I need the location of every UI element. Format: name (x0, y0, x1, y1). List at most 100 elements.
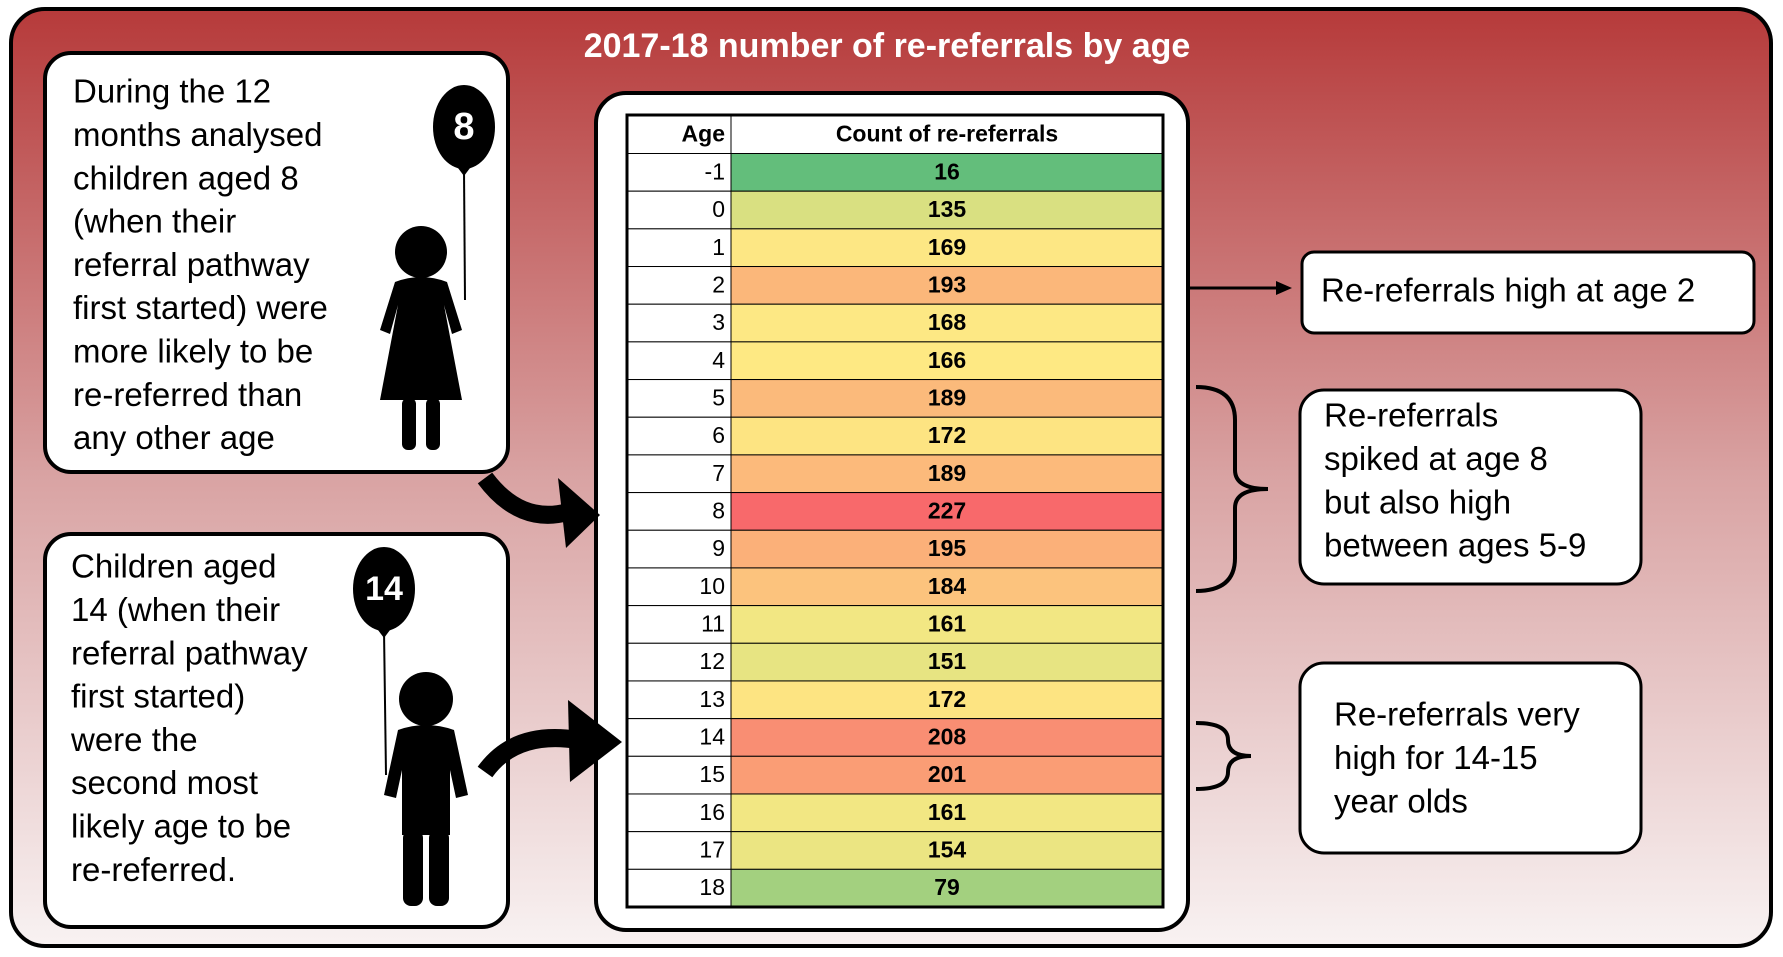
age-value: -1 (705, 158, 725, 184)
age-value: 15 (699, 761, 725, 787)
note-text: referral pathway (71, 634, 308, 671)
age-value: 0 (712, 196, 725, 222)
age-value: 9 (712, 535, 725, 561)
count-value: 154 (928, 837, 967, 863)
count-cell (730, 303, 1164, 343)
girl-icon (380, 85, 495, 450)
callout-text: Re-referrals (1324, 397, 1498, 434)
callout-box (1298, 661, 1643, 855)
count-cell (730, 831, 1164, 870)
age-value: 17 (699, 837, 725, 863)
age-value: 6 (712, 422, 725, 448)
count-value: 201 (928, 761, 967, 787)
age-cell (626, 718, 732, 757)
count-value: 161 (928, 799, 967, 825)
count-value: 151 (928, 648, 967, 674)
count-value: 135 (928, 196, 967, 222)
count-cell (730, 680, 1164, 720)
count-cell (730, 567, 1164, 607)
brace (1195, 721, 1252, 791)
note-text: (when their (73, 203, 236, 240)
count-cell (730, 153, 1164, 192)
age-cell (626, 567, 732, 607)
note-text: first started) were (73, 289, 328, 326)
callout-box (1298, 388, 1643, 586)
age-value: 3 (712, 309, 725, 335)
balloon-label: 14 (365, 570, 403, 608)
note-text: re-referred. (71, 851, 236, 888)
table-header-cell: Age (682, 120, 725, 146)
callout-text: year olds (1334, 782, 1468, 819)
age-value: 7 (712, 460, 725, 486)
count-value: 189 (928, 460, 966, 486)
note-text: more likely to be (73, 333, 313, 370)
count-cell (730, 755, 1164, 795)
count-value: 193 (928, 271, 966, 297)
age-cell (626, 868, 732, 908)
note-text: first started) (71, 678, 245, 715)
table-header-cell: Count of re-referrals (836, 120, 1058, 146)
age-value: 5 (712, 384, 725, 410)
brace (1195, 385, 1269, 593)
count-value: 169 (928, 234, 966, 260)
note-text: children aged 8 (73, 159, 299, 196)
table-border (625, 113, 1165, 909)
age-cell (626, 153, 732, 192)
note-text: second most (71, 764, 258, 801)
table-header (626, 114, 1164, 154)
note-text: months analysed (73, 116, 322, 153)
count-cell (730, 793, 1164, 833)
count-cell (730, 454, 1164, 494)
count-cell (730, 379, 1164, 418)
age-value: 12 (699, 648, 725, 674)
note-text: referral pathway (73, 246, 310, 283)
boy-icon (353, 547, 468, 906)
count-value: 184 (928, 573, 967, 599)
count-cell (730, 341, 1164, 381)
age-value: 2 (712, 271, 725, 297)
age-value: 8 (712, 497, 725, 523)
age-cell (626, 190, 732, 230)
arrow (477, 472, 622, 782)
note-text: During the 12 (73, 73, 271, 110)
count-value: 172 (928, 422, 966, 448)
count-cell (730, 718, 1164, 757)
count-value: 168 (928, 309, 967, 335)
count-cell (730, 228, 1164, 268)
age-value: 18 (699, 874, 725, 900)
callout-box (1300, 250, 1756, 335)
count-value: 172 (928, 686, 966, 712)
count-cell (730, 605, 1164, 644)
age-value: 13 (699, 686, 725, 712)
count-value: 227 (928, 497, 966, 523)
note-text: 14 (when their (71, 591, 280, 628)
age-cell (626, 228, 732, 268)
callout-text: spiked at age 8 (1324, 440, 1548, 477)
age-cell (626, 680, 732, 720)
age-value: 1 (712, 234, 725, 260)
callout-text: but also high (1324, 483, 1511, 520)
callout-text: Re-referrals very (1334, 696, 1580, 733)
age-value: 16 (699, 799, 725, 825)
connector-arrow (1190, 281, 1292, 295)
note-box (43, 532, 510, 929)
count-cell (730, 266, 1164, 305)
note-text: likely age to be (71, 808, 291, 845)
balloon-label: 8 (453, 106, 474, 148)
title: 2017-18 number of re-referrals by age (584, 27, 1191, 65)
age-value: 10 (699, 573, 725, 599)
age-cell (626, 454, 732, 494)
note-text: Children aged (71, 548, 276, 585)
age-value: 4 (712, 347, 725, 373)
age-cell (626, 379, 732, 418)
count-cell (730, 868, 1164, 908)
count-value: 79 (934, 874, 960, 900)
callout-text: high for 14-15 (1334, 739, 1538, 776)
note-text: were the (70, 721, 198, 758)
age-cell (626, 492, 732, 531)
age-cell (626, 303, 732, 343)
callout-text: between ages 5-9 (1324, 527, 1586, 564)
note-text: any other age (73, 419, 275, 456)
age-value: 14 (699, 724, 725, 750)
callout-text: Re-referrals high at age 2 (1321, 272, 1695, 309)
